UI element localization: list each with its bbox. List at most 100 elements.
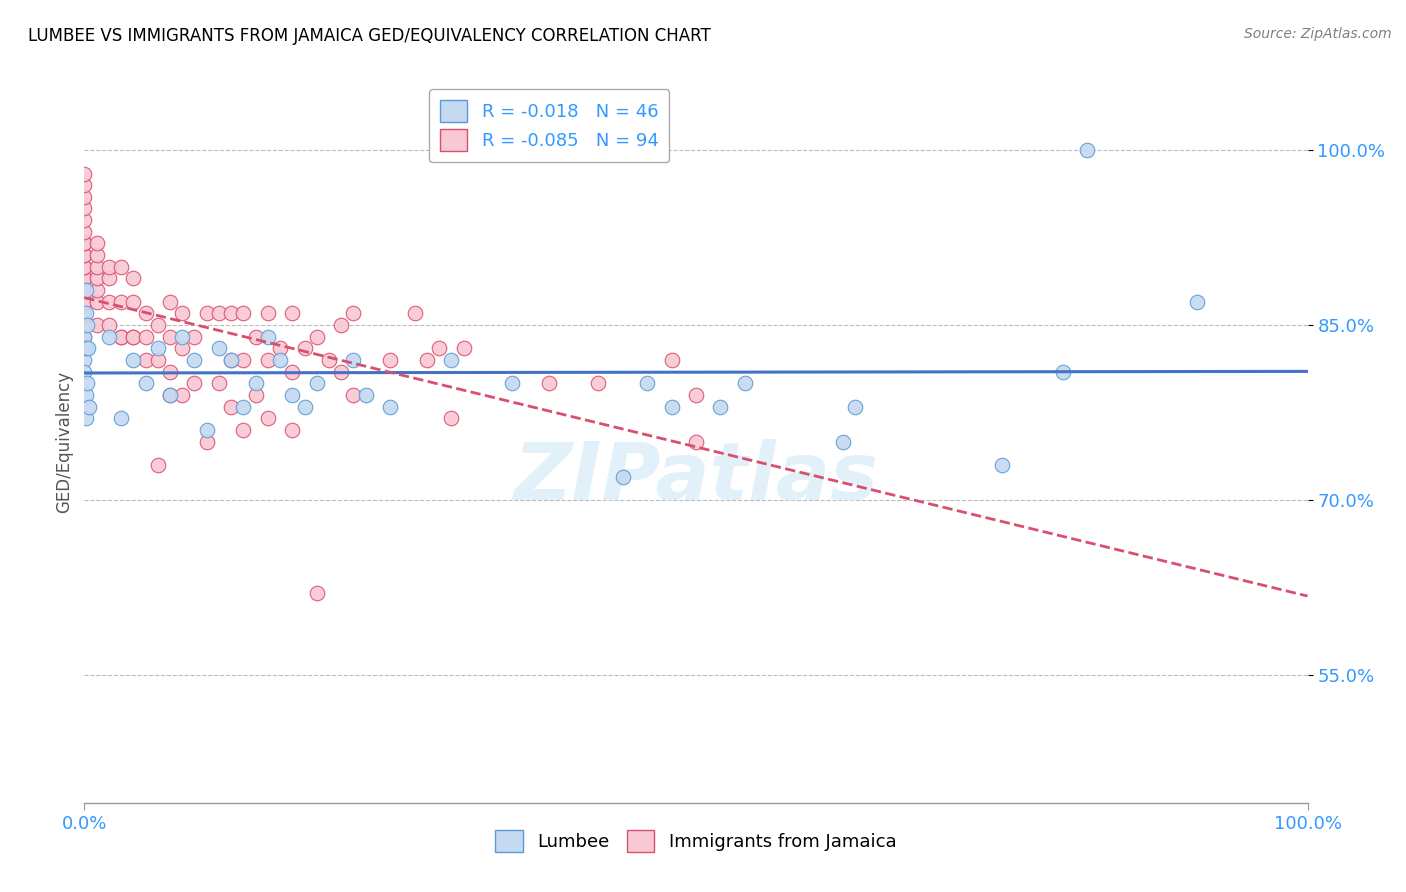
- Point: [685, 388, 707, 402]
- Point: [219, 353, 242, 368]
- Point: [159, 329, 181, 343]
- Point: [269, 353, 291, 368]
- Point: [661, 400, 683, 414]
- Point: [183, 329, 205, 343]
- Point: [135, 329, 157, 343]
- Point: [636, 376, 658, 391]
- Point: [281, 365, 304, 379]
- Point: [305, 329, 328, 343]
- Point: [97, 260, 120, 274]
- Point: [183, 353, 205, 368]
- Point: [75, 388, 97, 402]
- Point: [110, 329, 132, 343]
- Point: [97, 318, 120, 332]
- Point: [86, 260, 108, 274]
- Point: [73, 271, 96, 285]
- Point: [991, 458, 1014, 472]
- Point: [86, 248, 108, 262]
- Point: [122, 353, 145, 368]
- Point: [305, 376, 328, 391]
- Point: [86, 236, 108, 251]
- Point: [75, 283, 97, 297]
- Point: [73, 329, 96, 343]
- Point: [831, 434, 853, 449]
- Point: [232, 353, 254, 368]
- Point: [734, 376, 756, 391]
- Text: LUMBEE VS IMMIGRANTS FROM JAMAICA GED/EQUIVALENCY CORRELATION CHART: LUMBEE VS IMMIGRANTS FROM JAMAICA GED/EQ…: [28, 27, 711, 45]
- Point: [122, 271, 145, 285]
- Point: [75, 341, 97, 355]
- Point: [122, 329, 145, 343]
- Point: [257, 411, 280, 425]
- Point: [76, 318, 98, 332]
- Point: [232, 400, 254, 414]
- Point: [86, 271, 108, 285]
- Point: [257, 306, 280, 320]
- Point: [73, 225, 96, 239]
- Point: [73, 294, 96, 309]
- Point: [330, 318, 353, 332]
- Point: [195, 423, 218, 437]
- Point: [342, 388, 364, 402]
- Point: [76, 376, 98, 391]
- Point: [1187, 294, 1209, 309]
- Point: [73, 341, 96, 355]
- Point: [122, 294, 145, 309]
- Point: [709, 400, 731, 414]
- Point: [86, 294, 108, 309]
- Point: [159, 294, 181, 309]
- Point: [135, 353, 157, 368]
- Point: [75, 411, 97, 425]
- Point: [453, 341, 475, 355]
- Point: [97, 329, 120, 343]
- Point: [110, 294, 132, 309]
- Point: [75, 306, 97, 320]
- Point: [146, 318, 169, 332]
- Point: [502, 376, 524, 391]
- Point: [281, 423, 304, 437]
- Point: [97, 271, 120, 285]
- Point: [380, 400, 402, 414]
- Point: [195, 434, 218, 449]
- Point: [73, 283, 96, 297]
- Point: [110, 329, 132, 343]
- Point: [135, 376, 157, 391]
- Point: [172, 329, 194, 343]
- Point: [427, 341, 450, 355]
- Point: [269, 341, 291, 355]
- Point: [172, 341, 194, 355]
- Point: [73, 260, 96, 274]
- Point: [232, 423, 254, 437]
- Point: [208, 376, 231, 391]
- Point: [661, 353, 683, 368]
- Point: [159, 365, 181, 379]
- Point: [73, 167, 96, 181]
- Point: [219, 353, 242, 368]
- Point: [219, 400, 242, 414]
- Point: [73, 236, 96, 251]
- Point: [1052, 365, 1074, 379]
- Point: [73, 190, 96, 204]
- Point: [122, 329, 145, 343]
- Legend: Lumbee, Immigrants from Jamaica: Lumbee, Immigrants from Jamaica: [488, 822, 904, 859]
- Point: [146, 458, 169, 472]
- Point: [440, 411, 463, 425]
- Point: [219, 306, 242, 320]
- Point: [257, 353, 280, 368]
- Point: [86, 283, 108, 297]
- Point: [135, 306, 157, 320]
- Point: [281, 388, 304, 402]
- Point: [73, 283, 96, 297]
- Point: [73, 178, 96, 193]
- Point: [330, 365, 353, 379]
- Point: [73, 306, 96, 320]
- Point: [73, 213, 96, 227]
- Point: [245, 388, 267, 402]
- Point: [342, 353, 364, 368]
- Point: [77, 400, 100, 414]
- Point: [195, 306, 218, 320]
- Point: [281, 306, 304, 320]
- Text: Source: ZipAtlas.com: Source: ZipAtlas.com: [1244, 27, 1392, 41]
- Point: [159, 388, 181, 402]
- Point: [77, 341, 100, 355]
